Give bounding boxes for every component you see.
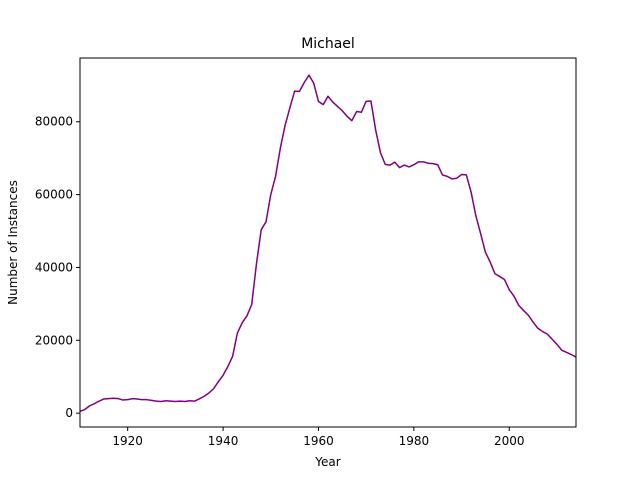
plot-line-group	[79, 74, 577, 413]
x-tick-label: 2000	[494, 434, 525, 448]
y-tick-label: 80000	[35, 115, 73, 129]
x-tick-label: 1940	[208, 434, 239, 448]
y-tick-label: 60000	[35, 188, 73, 202]
series-line-0	[79, 74, 577, 413]
x-tick-label: 1960	[303, 434, 334, 448]
y-tick-label: 0	[65, 406, 73, 420]
plot-frame	[79, 57, 577, 428]
y-axis-label: Number of Instances	[6, 180, 20, 305]
y-tick-label: 20000	[35, 333, 73, 347]
y-axis-ticks: 0 20000 40000 60000 80000	[35, 115, 80, 420]
chart-title: Michael	[301, 36, 355, 52]
x-tick-label: 1920	[112, 434, 143, 448]
y-tick-label: 40000	[35, 260, 73, 274]
x-axis-label: Year	[314, 455, 340, 469]
x-tick-label: 1980	[399, 434, 430, 448]
x-axis-ticks: 1920 1940 1960 1980 2000	[112, 427, 525, 448]
